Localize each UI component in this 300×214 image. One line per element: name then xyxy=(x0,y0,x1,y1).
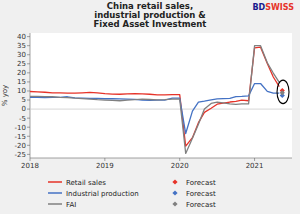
zero-line xyxy=(30,109,292,110)
legend: Retail sales Forecast Industrial productio… xyxy=(48,179,216,209)
title-line: Fixed Asset Investment xyxy=(94,19,207,29)
legend-swatch xyxy=(48,203,62,205)
y-tick-label: 35 xyxy=(17,42,26,50)
y-tick xyxy=(27,72,30,73)
y-tick xyxy=(27,63,30,64)
y-tick xyxy=(27,100,30,101)
y-tick-label: 40 xyxy=(17,33,26,41)
legend-swatch xyxy=(172,179,177,184)
y-tick xyxy=(27,154,30,155)
y-tick-label: 5 xyxy=(22,96,26,104)
plot-content xyxy=(30,46,292,154)
x-axis-line xyxy=(30,158,292,159)
forecast-point xyxy=(280,90,285,95)
y-tick-label: -25 xyxy=(15,151,26,159)
y-tick xyxy=(27,118,30,119)
y-tick-label: 10 xyxy=(17,87,26,95)
forecast-ellipse xyxy=(277,80,289,104)
legend-label: Forecast xyxy=(186,201,216,209)
y-tick xyxy=(27,109,30,110)
y-tick-label: -20 xyxy=(15,142,26,150)
legend-label: Retail sales xyxy=(66,179,106,187)
y-tick-label: -5 xyxy=(19,115,26,123)
legend-label: Forecast xyxy=(186,179,216,187)
y-axis: -25-20-15-10-5 0510152025303540 xyxy=(15,33,30,159)
x-tick-label: 2019 xyxy=(96,162,114,170)
y-tick-label: 20 xyxy=(17,69,26,77)
y-tick xyxy=(27,136,30,137)
series-line xyxy=(30,47,279,146)
y-axis-label: % yoy xyxy=(1,85,9,106)
legend-label: FAI xyxy=(66,201,76,209)
y-tick-label: 30 xyxy=(17,51,26,59)
y-tick xyxy=(27,145,30,146)
logo-text: BD xyxy=(253,3,266,12)
chart: China retail sales,industrial production… xyxy=(0,0,300,214)
y-tick-label: -15 xyxy=(15,133,26,141)
x-tick-label: 2018 xyxy=(21,162,39,170)
y-tick xyxy=(27,81,30,82)
legend-swatch xyxy=(172,201,177,206)
title: China retail sales,industrial production… xyxy=(94,1,207,29)
series-line xyxy=(30,46,279,154)
logo-text: SWISS xyxy=(265,3,294,12)
series-line xyxy=(30,84,279,134)
background xyxy=(0,0,300,214)
legend-label: Forecast xyxy=(186,190,216,198)
x-axis: 2018 2019 2020 2021 xyxy=(21,158,292,170)
x-tick xyxy=(104,158,105,161)
y-tick-label: 25 xyxy=(17,60,26,68)
x-tick-label: 2021 xyxy=(246,162,264,170)
x-tick xyxy=(179,158,180,161)
x-tick xyxy=(30,158,31,161)
legend-swatch xyxy=(172,190,177,195)
legend-swatch xyxy=(48,181,62,183)
legend-label: Industrial production xyxy=(66,190,139,198)
y-tick xyxy=(27,36,30,37)
y-tick-label: -10 xyxy=(15,124,26,132)
y-tick xyxy=(27,45,30,46)
y-tick xyxy=(27,90,30,91)
x-tick xyxy=(254,158,255,161)
y-tick-label: 15 xyxy=(17,78,26,86)
y-tick-label: 0 xyxy=(22,105,26,113)
y-tick xyxy=(27,127,30,128)
logo: BDSWISS xyxy=(253,3,295,12)
legend-swatch xyxy=(48,192,62,194)
plot-area xyxy=(30,33,292,158)
x-tick-label: 2020 xyxy=(171,162,189,170)
y-axis-line xyxy=(30,33,31,158)
y-tick xyxy=(27,54,30,55)
